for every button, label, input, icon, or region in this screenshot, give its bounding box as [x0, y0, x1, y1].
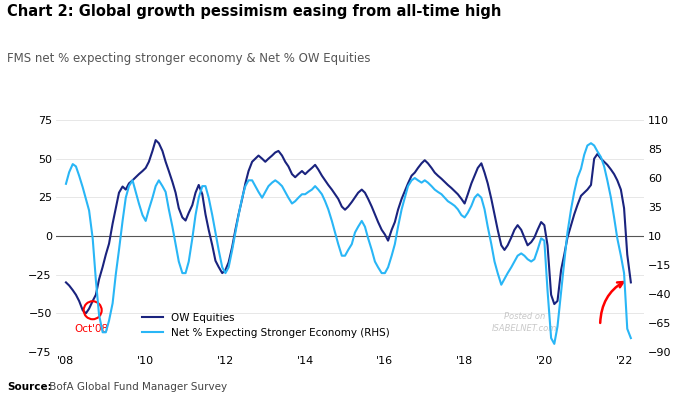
Text: Posted on: Posted on: [504, 312, 545, 321]
Text: Source:: Source:: [7, 382, 52, 392]
Text: FMS net % expecting stronger economy & Net % OW Equities: FMS net % expecting stronger economy & N…: [7, 52, 370, 65]
Text: Oct'08: Oct'08: [74, 324, 108, 334]
Text: BofA Global Fund Manager Survey: BofA Global Fund Manager Survey: [46, 382, 227, 392]
Text: ISABELNET.com: ISABELNET.com: [491, 324, 557, 333]
Legend: OW Equities, Net % Expecting Stronger Economy (RHS): OW Equities, Net % Expecting Stronger Ec…: [138, 309, 394, 342]
Text: Chart 2: Global growth pessimism easing from all-time high: Chart 2: Global growth pessimism easing …: [7, 4, 501, 19]
